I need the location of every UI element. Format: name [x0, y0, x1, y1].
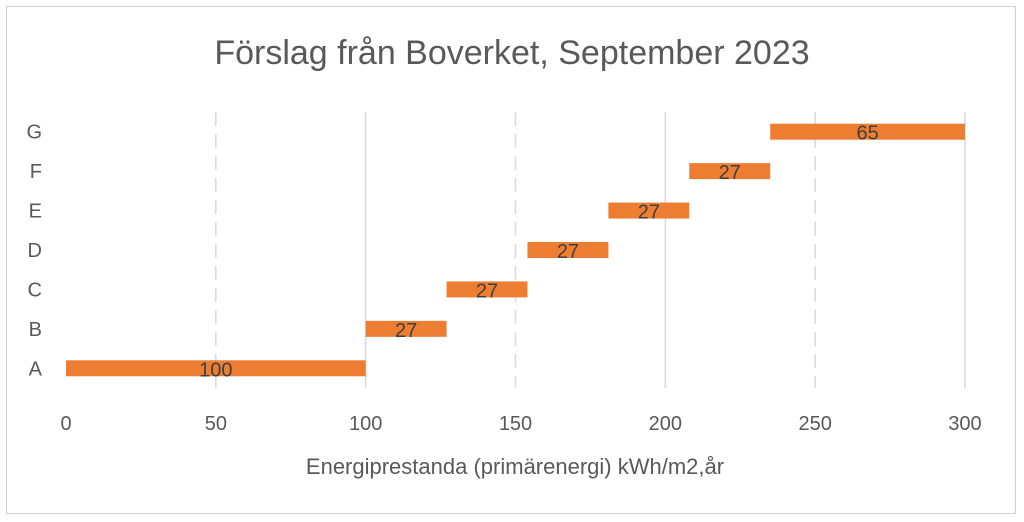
data-label: 27 [557, 241, 579, 263]
bar-b [365, 320, 447, 337]
data-label: 27 [395, 320, 417, 342]
data-label: 27 [638, 202, 660, 224]
y-tick-label: A [29, 358, 43, 380]
x-tick-label: 200 [649, 413, 682, 435]
bar-g [770, 123, 965, 140]
data-labels: 100 27 27 27 27 27 65 [199, 123, 879, 382]
data-label: 100 [199, 359, 232, 381]
gridlines [215, 112, 966, 388]
bar-f [689, 163, 771, 180]
bar-e [608, 202, 690, 219]
bar-d [527, 242, 609, 258]
x-axis-label: Energiprestanda (primärenergi) kWh/m2,år [306, 454, 724, 479]
y-tick-label: D [28, 240, 42, 262]
y-tick-label: E [29, 201, 42, 223]
chart-frame [6, 6, 1016, 514]
x-tick-label: 0 [60, 413, 71, 435]
y-tick-label: C [28, 279, 42, 301]
bar-c [446, 281, 528, 298]
data-label: 27 [719, 162, 741, 184]
data-label: 65 [856, 123, 878, 145]
y-tick-label: B [29, 319, 42, 341]
bar-a [66, 360, 366, 377]
x-tick-label: 250 [798, 413, 831, 435]
x-tick-label: 300 [948, 413, 981, 435]
x-axis-ticks: 0 50 100 150 200 250 300 [60, 413, 981, 435]
x-tick-label: 100 [349, 413, 382, 435]
chart-title: Förslag från Boverket, September 2023 [214, 34, 809, 72]
x-tick-label: 50 [205, 413, 227, 435]
data-label: 27 [476, 280, 498, 302]
x-tick-label: 150 [499, 413, 532, 435]
y-tick-label: F [30, 161, 42, 183]
bars [66, 123, 965, 377]
y-tick-label: G [26, 122, 42, 144]
